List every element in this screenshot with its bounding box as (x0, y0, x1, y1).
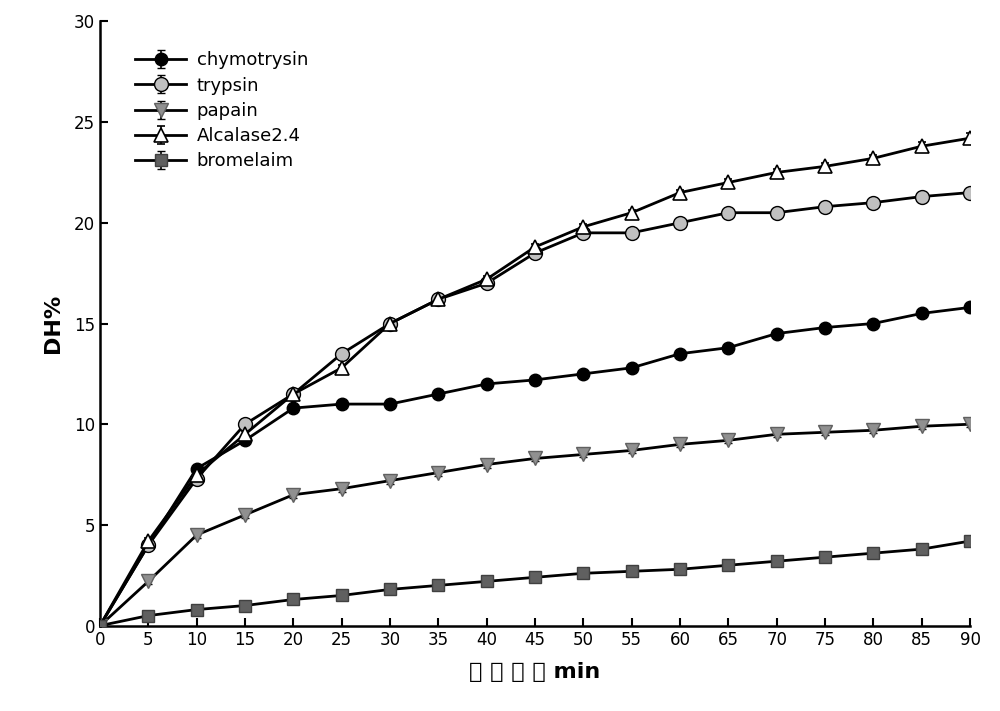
Y-axis label: DH%: DH% (43, 294, 63, 353)
Legend: chymotrysin, trypsin, papain, Alcalase2.4, bromelaim: chymotrysin, trypsin, papain, Alcalase2.… (126, 43, 317, 179)
X-axis label: 水 解 时 间 min: 水 解 时 间 min (469, 663, 601, 683)
